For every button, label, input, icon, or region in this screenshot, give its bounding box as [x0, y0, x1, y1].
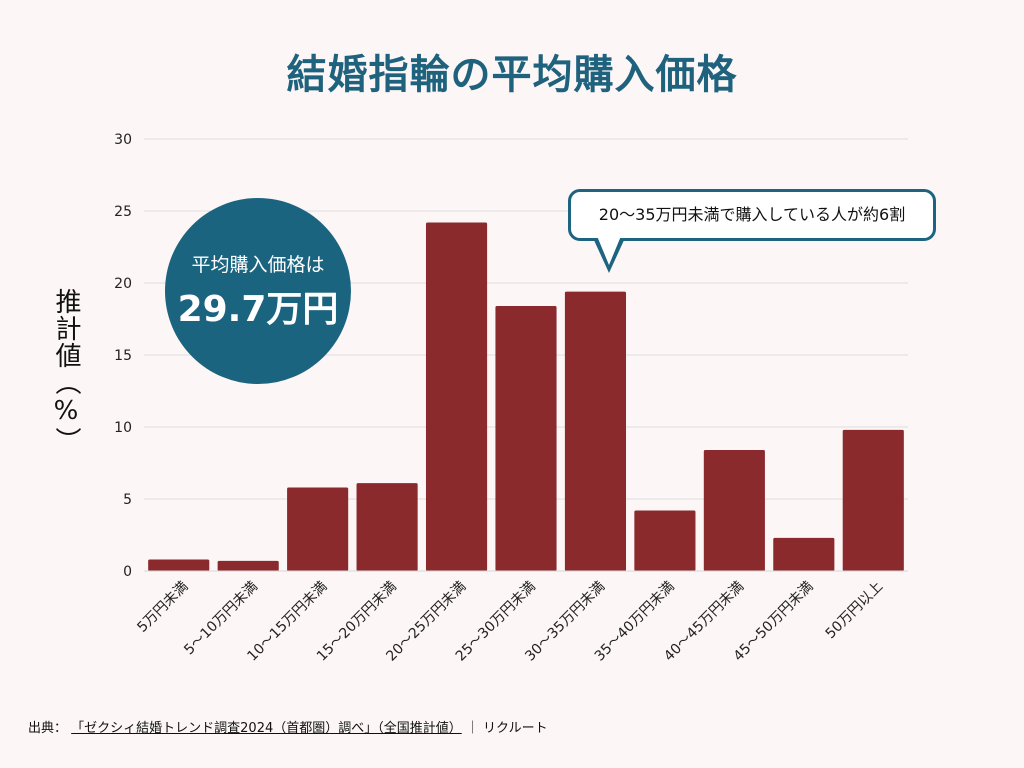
- bar-6: [495, 306, 557, 571]
- y-tick-label: 0: [123, 564, 132, 580]
- average-price-value: 29.7万円: [177, 289, 339, 330]
- y-tick-label: 5: [123, 492, 132, 508]
- callout-tail-fill: [597, 236, 621, 265]
- y-tick-label: 30: [114, 132, 132, 148]
- y-tick-label: 25: [114, 204, 132, 220]
- average-price-label: 平均購入価格は: [191, 254, 325, 276]
- bar-9: [703, 450, 765, 571]
- y-axis-label: 推計値（%）: [51, 288, 81, 454]
- bar-8: [634, 510, 696, 571]
- bar-4: [356, 483, 418, 571]
- source-note: 出典： 「ゼクシィ結婚トレンド調査2024（首都圏）調べ」（全国推計値） ｜ リ…: [28, 717, 548, 736]
- average-price-circle: 平均購入価格は 29.7万円: [165, 198, 351, 384]
- y-tick-label: 10: [114, 420, 132, 436]
- x-tick-label: 50万円以上: [823, 579, 887, 643]
- x-tick-label: 5万円未満: [134, 579, 191, 636]
- source-prefix: 出典：: [28, 721, 68, 736]
- callout-bubble: 20〜35万円未満で購入している人が約6割: [568, 189, 936, 241]
- y-tick-label: 15: [114, 348, 132, 364]
- bar-2: [217, 560, 279, 571]
- source-title: 「ゼクシィ結婚トレンド調査2024（首都圏）調べ」（全国推計値）: [71, 721, 462, 736]
- bar-5: [425, 222, 488, 571]
- source-publisher: リクルート: [483, 721, 548, 736]
- bar-1: [148, 559, 210, 571]
- bar-11: [842, 429, 904, 571]
- bar-3: [287, 487, 349, 571]
- bar-7: [564, 291, 627, 571]
- source-divider: ｜: [465, 721, 479, 736]
- bar-10: [773, 537, 835, 571]
- y-tick-label: 20: [114, 276, 132, 292]
- x-tick-label: 5～10万円未満: [181, 579, 261, 659]
- chart-title: 結婚指輪の平均購入価格: [286, 52, 738, 98]
